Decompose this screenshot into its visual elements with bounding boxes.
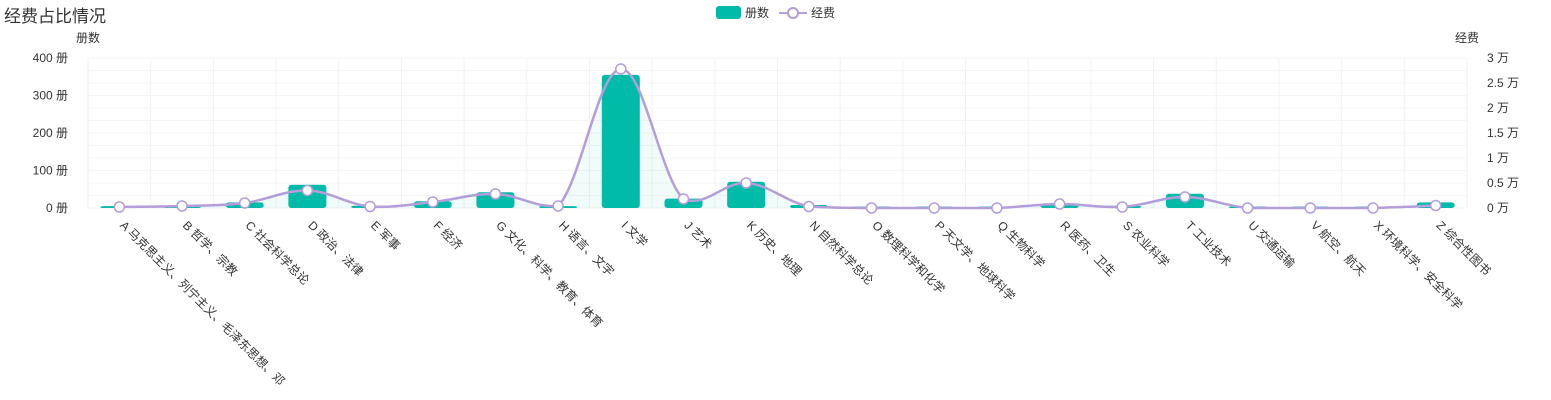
line-point-10 xyxy=(740,177,752,189)
legend-label-bar: 册数 xyxy=(745,6,770,20)
line-point-9 xyxy=(677,193,690,205)
y-right-axis-name: 经费 xyxy=(1455,31,1479,45)
line-point-0 xyxy=(113,201,126,213)
y-right-tick-label: 1 万 xyxy=(1487,151,1509,165)
x-tick-label-3: D 政治、法律 xyxy=(305,218,366,279)
x-tick-label-19: V 航空、航天 xyxy=(1308,218,1369,279)
line-point-1 xyxy=(176,200,188,212)
line-point-16 xyxy=(1116,201,1128,213)
legend-bar-swatch xyxy=(716,6,741,19)
x-tick-label-21: Z 综合性图书 xyxy=(1434,218,1495,279)
x-tick-label-11: N 自然科学总论 xyxy=(807,218,877,288)
line-point-5 xyxy=(427,196,439,208)
line-point-19 xyxy=(1304,202,1317,214)
line-point-11 xyxy=(803,200,815,213)
y-left-axis-name: 册数 xyxy=(76,30,100,45)
line-points xyxy=(113,63,1442,214)
x-tick-label-6: G 文化、科学、教育、体育 xyxy=(493,218,606,331)
line-point-15 xyxy=(1053,198,1066,210)
x-tick-label-4: E 军事 xyxy=(368,218,403,253)
x-tick-label-7: H 语言、文字 xyxy=(556,218,618,280)
y-right-tick-label: 0.5 万 xyxy=(1487,176,1519,190)
bar-10 xyxy=(727,181,766,208)
line-point-21 xyxy=(1429,199,1442,212)
legend-label-line: 经费 xyxy=(811,6,836,20)
y-left-tick-label: 300 册 xyxy=(33,89,68,103)
legend-item-bar[interactable]: 册数 xyxy=(716,4,769,21)
y-right-tick-label: 3 万 xyxy=(1487,51,1509,65)
y-right-tick-label: 2.5 万 xyxy=(1487,76,1519,90)
x-tick-label-2: C 社会科学总论 xyxy=(243,218,313,288)
y-right-tick-label: 0 万 xyxy=(1487,201,1509,215)
y-left-tick-label: 400 册 xyxy=(33,51,68,65)
chart-title: 经费占比情况 xyxy=(4,7,106,26)
x-tick-label-16: S 农业科学 xyxy=(1120,218,1173,271)
y-left-tick-label: 100 册 xyxy=(33,164,68,178)
x-tick-label-18: U 交通运输 xyxy=(1245,218,1298,271)
line-point-2 xyxy=(238,197,251,209)
line-point-8 xyxy=(615,63,627,75)
legend-line-swatch xyxy=(779,6,808,20)
y-right-tick-label: 2 万 xyxy=(1487,101,1509,115)
x-tick-label-5: F 经济 xyxy=(431,218,466,253)
line-point-13 xyxy=(928,202,940,214)
line-point-3 xyxy=(301,184,314,197)
y-left-tick-label: 0 册 xyxy=(46,201,68,215)
line-point-14 xyxy=(991,202,1003,214)
x-tick-label-1: B 哲学、宗教 xyxy=(180,218,241,279)
x-tick-label-14: Q 生物科学 xyxy=(995,218,1049,272)
line-point-4 xyxy=(364,200,376,213)
line-point-7 xyxy=(552,200,564,212)
x-tick-label-9: J 艺术 xyxy=(681,218,714,251)
x-tick-label-15: R 医药、卫生 xyxy=(1057,218,1118,279)
y-left-tick-label: 200 册 xyxy=(33,126,68,140)
legend-item-line[interactable]: 经费 xyxy=(779,4,835,21)
y-right-tick-label: 1.5 万 xyxy=(1487,126,1519,140)
line-point-12 xyxy=(865,202,878,214)
bar-8 xyxy=(601,74,640,208)
legend: 册数 经费 xyxy=(716,4,845,21)
x-tick-label-10: K 历史、地理 xyxy=(744,218,804,278)
line-point-20 xyxy=(1367,202,1379,214)
line-point-6 xyxy=(489,188,502,200)
x-tick-label-17: T 工业技术 xyxy=(1183,218,1234,269)
grid-group xyxy=(87,57,1468,209)
line-point-18 xyxy=(1241,202,1254,214)
line-point-17 xyxy=(1179,191,1191,203)
x-tick-label-8: I 文学 xyxy=(619,218,651,250)
